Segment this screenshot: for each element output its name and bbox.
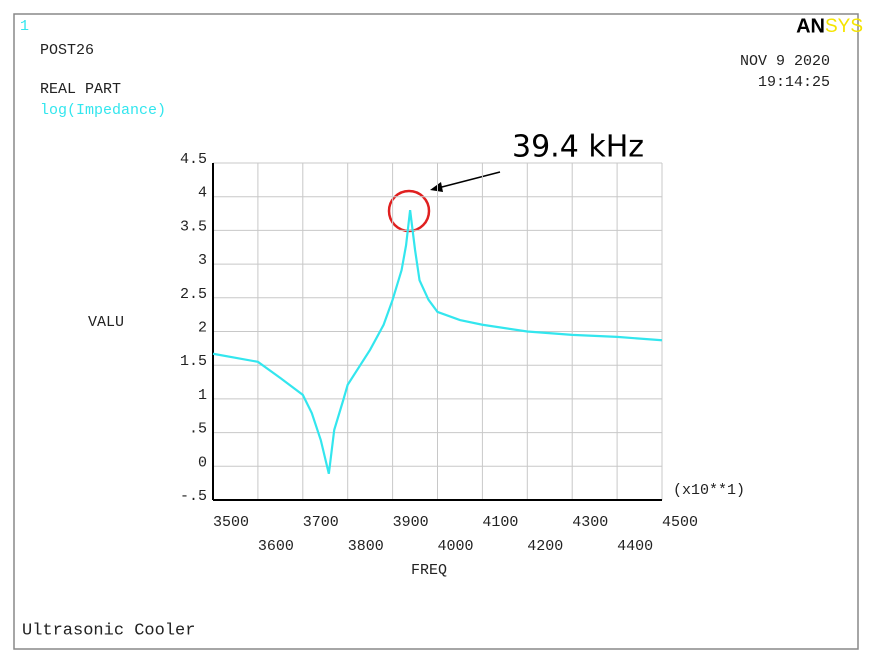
logo-sys: SYS — [825, 16, 863, 37]
y-tick-label: 3.5 — [180, 218, 207, 235]
arrow-line — [437, 171, 501, 189]
x-tick-label: 3700 — [303, 514, 339, 531]
y-tick-label: 4 — [198, 185, 207, 202]
part: REAL PART — [40, 81, 121, 98]
x-tick-label: 3600 — [258, 538, 294, 555]
y-tick-label: 0 — [198, 454, 207, 471]
x-tick-label: 4400 — [617, 538, 653, 555]
annotation: 39.4 kHz — [512, 130, 644, 165]
y-tick-label: -.5 — [180, 488, 207, 505]
x-tick-label: 4000 — [438, 538, 474, 555]
x-tick-label: 3800 — [348, 538, 384, 555]
y-tick-label: 4.5 — [180, 151, 207, 168]
y-tick-label: 2 — [198, 319, 207, 336]
arrow-head — [430, 182, 443, 192]
x-multiplier: (x10**1) — [673, 482, 745, 499]
y-tick-label: 2.5 — [180, 286, 207, 303]
x-tick-label: 4100 — [482, 514, 518, 531]
y-tick-label: 1.5 — [180, 353, 207, 370]
footer: Ultrasonic Cooler — [22, 621, 195, 640]
date: NOV 9 2020 — [740, 53, 830, 70]
y-tick-label: 1 — [198, 387, 207, 404]
chart-title: log(Impedance) — [40, 102, 166, 119]
y-tick-label: 3 — [198, 252, 207, 269]
x-tick-label: 4300 — [572, 514, 608, 531]
logo-an: AN — [796, 15, 825, 37]
window-number: 1 — [20, 18, 29, 35]
x-tick-label: 3900 — [393, 514, 429, 531]
data-line — [212, 210, 663, 474]
x-tick-label: 4500 — [662, 514, 698, 531]
program: POST26 — [40, 42, 94, 59]
x-tick-label: 4200 — [527, 538, 563, 555]
highlight-circle — [387, 189, 431, 233]
x-tick-label: 3500 — [213, 514, 249, 531]
y-tick-label: .5 — [189, 421, 207, 438]
x-axis-label: FREQ — [411, 562, 447, 579]
time: 19:14:25 — [758, 74, 830, 91]
y-axis-label: VALU — [88, 314, 124, 331]
